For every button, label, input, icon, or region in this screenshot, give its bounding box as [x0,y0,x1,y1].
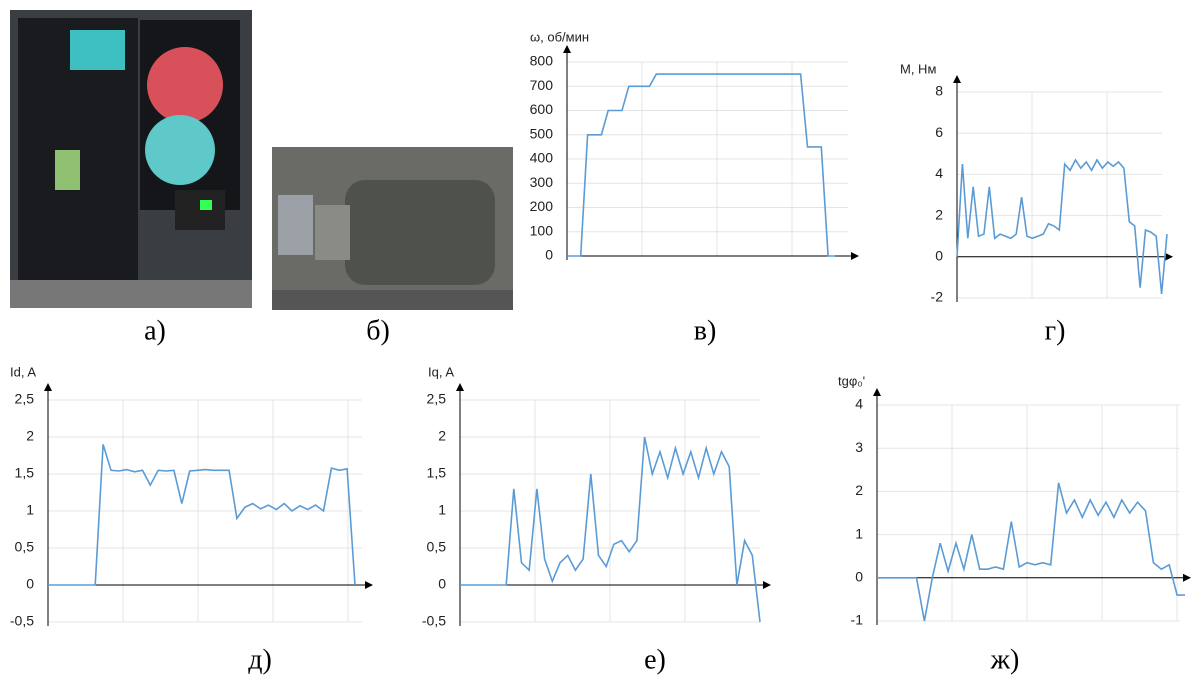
y-tick-label: 1 [26,502,34,518]
panel-label: в) [694,315,717,346]
y-tick-label: -1 [851,612,864,628]
y-tick-label: 1 [438,502,446,518]
panel-label: е) [644,644,666,675]
y-tick-label: 2 [855,482,863,498]
panel-label: б) [366,315,390,346]
axis-title: Id, A [10,364,36,379]
photo-drive-cabinet [10,10,252,308]
panel-label: а) [144,315,166,346]
y-tick-label: 400 [530,150,554,166]
panel-label: г) [1045,315,1066,346]
data-line [460,436,761,623]
y-tick-label: 600 [530,101,554,117]
y-tick-label: 300 [530,174,554,190]
data-line [48,444,356,586]
data-line [956,158,1168,294]
y-tick-label: 500 [530,125,554,141]
panel-label: ж) [990,644,1020,675]
y-tick-label: 0 [935,248,943,264]
data-line [877,482,1185,622]
y-tick-label: 100 [530,222,554,238]
y-tick-label: 2 [935,206,943,222]
y-tick-label: 8 [935,83,943,99]
data-line [567,73,835,257]
y-tick-label: 2,5 [427,391,447,407]
y-tick-label: 2,5 [15,391,35,407]
y-tick-label: -0,5 [422,613,446,629]
y-tick-label: 700 [530,77,554,93]
y-tick-label: 2 [26,428,34,444]
y-tick-label: 0 [26,576,34,592]
photo-motor [272,147,513,310]
axis-title: ω, об/мин [530,29,589,44]
y-tick-label: 6 [935,124,943,140]
y-tick-label: -0,5 [10,613,34,629]
y-tick-label: 800 [530,53,554,69]
y-tick-label: 1,5 [427,465,447,481]
y-tick-label: 200 [530,198,554,214]
y-tick-label: 1 [855,525,863,541]
y-tick-label: 0 [855,569,863,585]
axis-title: M, Нм [900,61,936,76]
axis-title: Iq, A [428,364,454,379]
y-tick-label: 0,5 [427,539,447,555]
y-tick-label: 0,5 [15,539,35,555]
panel-label: д) [248,644,272,675]
y-tick-label: 4 [855,396,863,412]
y-tick-label: 4 [935,165,943,181]
axis-title: tgφ₀' [838,373,865,388]
y-tick-label: 0 [545,247,553,263]
y-tick-label: 0 [438,576,446,592]
y-tick-label: 2 [438,428,446,444]
y-tick-label: -2 [931,289,944,305]
y-tick-label: 3 [855,439,863,455]
y-tick-label: 1,5 [15,465,35,481]
